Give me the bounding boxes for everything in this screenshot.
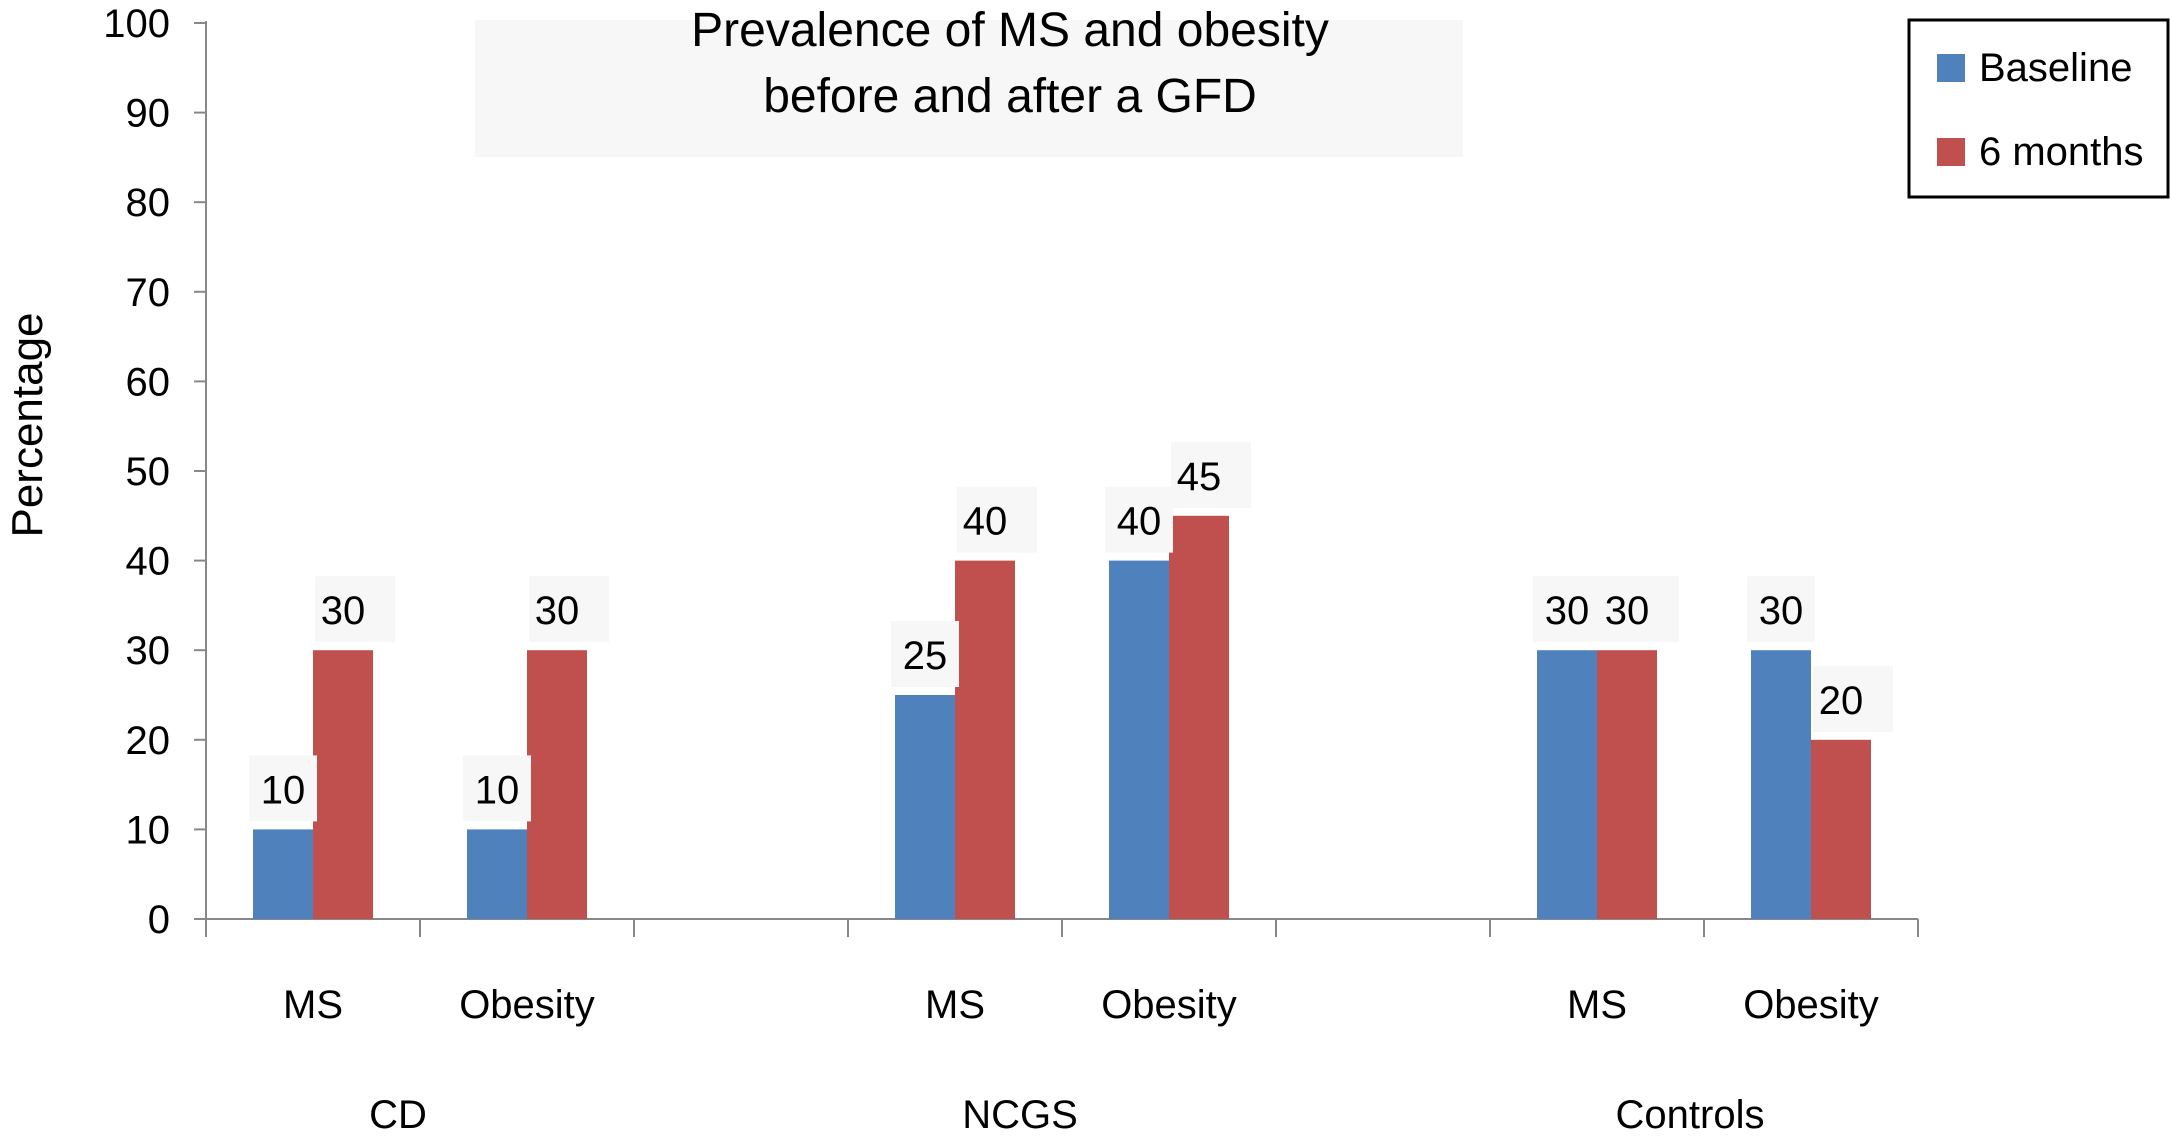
y-tick-label: 40: [126, 540, 171, 584]
bar-baseline: [253, 829, 313, 919]
data-label-baseline: 30: [1759, 589, 1804, 633]
y-tick-label: 30: [126, 629, 171, 673]
bar-6-months: [313, 650, 373, 919]
data-label-backdrop: [1599, 576, 1679, 643]
x-group-label: CD: [369, 1093, 427, 1137]
y-axis-title: Percentage: [3, 312, 52, 537]
data-label-backdrop: [315, 576, 395, 643]
data-label-backdrop: [891, 621, 959, 687]
title-backdrop: [475, 20, 1463, 157]
y-tick-label: 100: [103, 2, 170, 46]
data-label-baseline: 40: [1117, 500, 1162, 544]
chart-title-line-1: Prevalence of MS and obesity: [691, 4, 1329, 57]
x-category-label: Obesity: [459, 983, 595, 1027]
data-label-6-months: 30: [321, 589, 366, 633]
title-backdrop-box: [475, 20, 1463, 157]
data-label-backdrop: [1813, 665, 1893, 732]
data-label-baseline: 25: [903, 634, 948, 678]
data-label-6-months: 20: [1819, 679, 1864, 723]
data-label-6-months: 45: [1177, 455, 1222, 499]
chart-title-line-2: before and after a GFD: [763, 70, 1257, 123]
data-label-backdrop: [1747, 576, 1815, 643]
data-label-backdrop: [463, 755, 531, 822]
chart-text: Prevalence of MS and obesity before and …: [3, 4, 1329, 538]
chart-bars: [253, 515, 1871, 919]
bar-6-months: [955, 560, 1015, 919]
bar-baseline: [1537, 650, 1597, 919]
data-label-backdrop: [957, 486, 1037, 553]
data-label-baseline: 10: [261, 768, 306, 812]
data-label-baseline: 10: [475, 768, 520, 812]
y-tick-label: 90: [126, 92, 171, 136]
x-category-label: MS: [1567, 983, 1627, 1027]
legend-label-6-months: 6 months: [1979, 130, 2144, 174]
chart-data-labels: 10 30 10 30 25 40 40 45 30 30 30 20: [249, 441, 1893, 822]
y-tick-label: 10: [126, 808, 171, 852]
y-tick-label: 20: [126, 719, 171, 763]
bar-6-months: [527, 650, 587, 919]
bar-baseline: [895, 695, 955, 919]
data-label-6-months: 30: [1605, 589, 1650, 633]
data-label-baseline: 30: [1545, 589, 1590, 633]
data-label-6-months: 30: [535, 589, 580, 633]
legend-label-baseline: Baseline: [1979, 46, 2132, 90]
chart-legend: Baseline 6 months: [1907, 18, 2170, 199]
bar-6-months: [1811, 739, 1871, 919]
data-label-backdrop: [249, 755, 317, 822]
data-label-backdrop: [1105, 486, 1173, 553]
data-label-6-months: 40: [963, 500, 1008, 544]
y-tick-label: 80: [126, 181, 171, 225]
legend-swatch-6-months: [1937, 138, 1965, 166]
y-tick-label: 0: [148, 898, 170, 942]
bar-baseline: [1109, 560, 1169, 919]
legend-frame: [1907, 18, 2170, 199]
data-label-backdrop: [1533, 576, 1601, 643]
data-label-backdrop: [1171, 441, 1251, 508]
x-category-label: MS: [925, 983, 985, 1027]
y-tick-label: 50: [126, 450, 171, 494]
bar-baseline: [467, 829, 527, 919]
data-label-backdrop: [529, 576, 609, 643]
x-group-label: NCGS: [962, 1093, 1078, 1137]
bar-6-months: [1597, 650, 1657, 919]
x-category-label: Obesity: [1101, 983, 1237, 1027]
bar-6-months: [1169, 515, 1229, 919]
bar-baseline: [1751, 650, 1811, 919]
x-category-label: Obesity: [1743, 983, 1879, 1027]
x-category-label: MS: [283, 983, 343, 1027]
legend-swatch-baseline: [1937, 54, 1965, 82]
x-group-label: Controls: [1616, 1093, 1765, 1137]
y-tick-label: 60: [126, 360, 171, 404]
y-tick-label: 70: [126, 271, 171, 315]
